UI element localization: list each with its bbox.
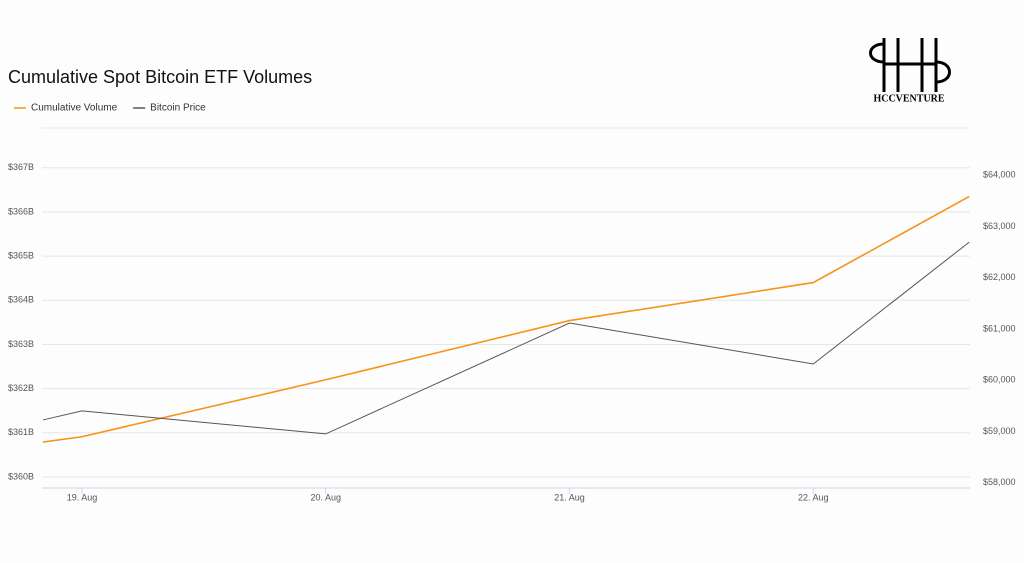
y-tick-label: $365B [8, 250, 34, 260]
y-tick-label: $363B [8, 339, 34, 349]
x-tick-label: 22. Aug [798, 492, 829, 502]
y2-tick-label: $63,000 [983, 221, 1016, 231]
x-tick-label: 21. Aug [554, 492, 585, 502]
series-line [42, 241, 970, 435]
y2-tick-label: $62,000 [983, 272, 1016, 282]
logo-text: HCCVENTURE [873, 93, 944, 104]
y-tick-label: $364B [8, 295, 34, 305]
y-tick-label: $367B [8, 162, 34, 172]
y2-tick-label: $61,000 [983, 323, 1016, 333]
legend-label: Cumulative Volume [31, 103, 118, 114]
x-tick-label: 19. Aug [67, 492, 98, 502]
series-line [42, 195, 970, 443]
y-tick-label: $366B [8, 206, 34, 216]
y2-tick-label: $58,000 [983, 477, 1016, 487]
y2-tick-label: $59,000 [983, 426, 1016, 436]
y-tick-label: $361B [8, 427, 34, 437]
logo-mark [869, 38, 951, 92]
y2-tick-label: $60,000 [983, 375, 1016, 385]
x-tick-label: 20. Aug [310, 492, 341, 502]
y-tick-label: $360B [8, 471, 34, 481]
legend-label: Bitcoin Price [150, 103, 206, 114]
y2-tick-label: $64,000 [983, 170, 1016, 180]
y-tick-label: $362B [8, 383, 34, 393]
chart-title: Cumulative Spot Bitcoin ETF Volumes [8, 67, 312, 87]
